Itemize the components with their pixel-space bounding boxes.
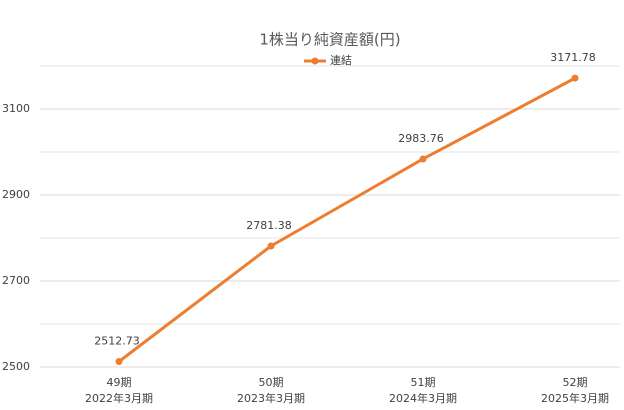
marker — [115, 358, 123, 366]
x-tick-label: 49期 — [107, 376, 132, 389]
line — [118, 76, 576, 363]
y-tick-label: 2900 — [2, 188, 30, 201]
x-tick-label: 2025年3月期 — [541, 391, 609, 405]
x-tick-label: 52期 — [563, 376, 588, 389]
legend-marker — [311, 57, 319, 65]
marker — [267, 242, 275, 250]
x-tick-label: 2024年3月期 — [389, 391, 457, 405]
data-label: 2781.38 — [246, 219, 292, 232]
x-tick-label: 50期 — [259, 376, 284, 389]
data-label: 2983.76 — [398, 132, 444, 145]
x-tick-label: 2023年3月期 — [237, 391, 305, 405]
legend-label: 連結 — [330, 53, 352, 67]
y-tick-label: 2700 — [2, 274, 30, 287]
y-tick-label: 2500 — [2, 360, 30, 373]
marker — [571, 74, 579, 82]
x-tick-label: 51期 — [411, 376, 436, 389]
marker — [419, 155, 427, 163]
data-label: 3171.78 — [550, 51, 596, 64]
data-label: 2512.73 — [94, 335, 140, 348]
x-tick-label: 2022年3月期 — [85, 391, 153, 405]
chart-title: 1株当り純資産額(円) — [259, 31, 400, 49]
y-tick-label: 3100 — [2, 102, 30, 115]
